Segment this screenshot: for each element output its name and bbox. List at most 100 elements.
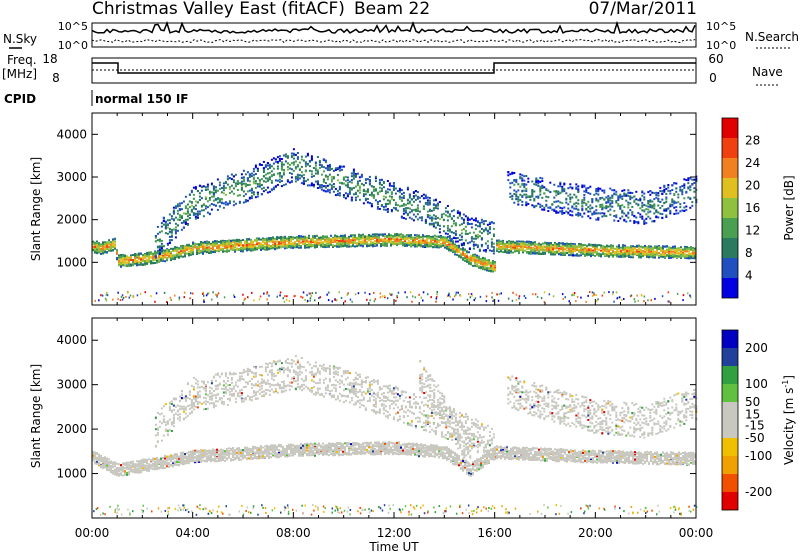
echo-cell [222, 187, 225, 190]
echo-cell [424, 240, 426, 242]
echo-cell [388, 182, 391, 185]
echo-cell [200, 249, 202, 252]
echo-cell [380, 187, 383, 190]
echo-cell [242, 239, 244, 241]
echo-cell [518, 240, 520, 243]
echo-cell [442, 240, 444, 243]
echo-cell [330, 180, 333, 183]
echo-cell [324, 161, 327, 164]
echo-cell [184, 207, 187, 210]
echo-cell [524, 246, 526, 248]
echo-cell [454, 244, 456, 247]
echo-cell [424, 197, 427, 200]
echo-cell [468, 251, 470, 254]
echo-cell [346, 245, 348, 248]
echo-cell [534, 252, 536, 255]
echo-cell [440, 235, 442, 237]
echo-cell [650, 254, 652, 257]
echo-cell [324, 182, 327, 184]
echo-cell [412, 237, 414, 240]
echo-cell [238, 240, 240, 243]
echo-cell [344, 244, 346, 247]
echo-cell [338, 235, 340, 238]
echo-cell [194, 212, 197, 215]
echo-cell [266, 237, 268, 240]
echo-cell [406, 199, 409, 202]
echo-cell [578, 243, 580, 245]
echo-cell [519, 199, 522, 202]
echo-cell [316, 242, 318, 245]
echo-cell [198, 210, 201, 213]
echo-cell [124, 256, 126, 259]
echo-cell [318, 238, 320, 241]
echo-cell [366, 188, 369, 191]
echo-cell [298, 244, 300, 247]
echo-cell [278, 178, 281, 181]
echo-cell [258, 238, 260, 241]
nsearch-series-line [91, 38, 696, 44]
echo-cell [446, 224, 449, 227]
echo-cell [192, 241, 194, 244]
echo-cell [452, 237, 455, 240]
echo-cell [180, 248, 182, 251]
echo-cell [402, 234, 404, 237]
echo-cell [458, 248, 460, 251]
echo-cell [374, 180, 377, 183]
echo-cell [316, 235, 318, 238]
echo-cell [550, 247, 552, 250]
echo-cell [554, 253, 556, 256]
echo-cell [442, 238, 444, 240]
echo-cell [670, 246, 672, 249]
echo-cell [156, 239, 159, 242]
echo-cell [400, 189, 403, 192]
echo-cell [328, 242, 330, 245]
echo-cell [448, 246, 450, 249]
echo-cell [234, 184, 237, 187]
echo-cell [550, 252, 552, 255]
echo-cell [432, 243, 434, 246]
echo-cell [174, 205, 177, 208]
echo-cell [290, 172, 293, 175]
echo-cell [358, 189, 361, 192]
echo-cell [460, 238, 463, 241]
cpid-value: normal 150 IF [95, 92, 189, 106]
echo-cell [624, 246, 626, 249]
echo-cell [354, 193, 357, 195]
echo-cell [628, 246, 630, 249]
echo-cell [318, 241, 320, 244]
echo-cell [208, 252, 210, 254]
echo-cell [268, 178, 271, 181]
echo-cell [474, 262, 476, 265]
echo-cell [386, 202, 389, 205]
echo-cell [328, 165, 331, 168]
echo-cell [256, 246, 258, 249]
echo-cell [308, 160, 311, 162]
echo-cell [508, 248, 510, 251]
echo-cell [382, 244, 384, 247]
echo-cell [372, 188, 375, 191]
echo-cell [162, 256, 164, 259]
echo-cell [692, 257, 694, 260]
echo-cell [598, 254, 600, 257]
echo-cell [152, 254, 154, 257]
echo-cell [230, 190, 233, 193]
echo-cell [418, 243, 420, 246]
echo-cell [507, 174, 510, 177]
echo-cell [202, 246, 204, 249]
echo-cell [482, 249, 485, 252]
echo-cell [560, 252, 562, 254]
echo-cell [438, 239, 440, 242]
echo-cell [306, 241, 308, 244]
echo-cell [456, 240, 459, 243]
echo-cell [160, 242, 163, 245]
echo-cell [190, 208, 193, 211]
echo-cell [470, 260, 472, 263]
echo-cell [96, 251, 98, 254]
echo-cell [106, 251, 108, 254]
nsky-series-line [91, 20, 696, 34]
echo-cell [412, 242, 414, 245]
echo-cell [338, 185, 341, 188]
echo-cell [446, 215, 449, 218]
echo-cell [208, 190, 211, 193]
echo-cell [240, 180, 243, 183]
